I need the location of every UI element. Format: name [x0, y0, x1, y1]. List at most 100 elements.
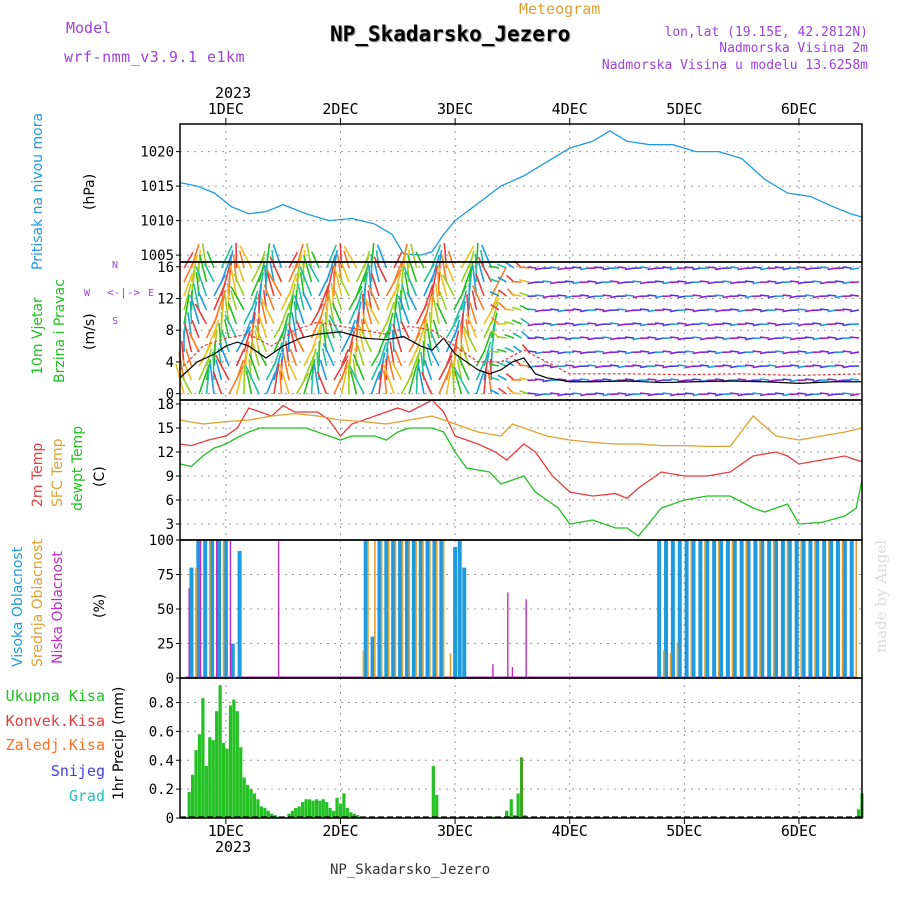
wind-barb	[188, 331, 200, 353]
wind-barb	[647, 294, 657, 297]
wind-barb	[684, 350, 695, 353]
cloud-high-bar	[691, 540, 696, 678]
wind-barb	[224, 314, 238, 339]
cloud-low-bar	[215, 540, 218, 678]
cloud-low-bar	[511, 666, 514, 678]
wind-barb	[707, 392, 717, 395]
precip-total-bar	[338, 803, 343, 818]
y-tick-label: 6	[166, 493, 174, 509]
wind-barb	[250, 322, 254, 353]
wind-barb	[393, 251, 403, 269]
wind-barb	[218, 342, 230, 367]
wind-barb	[361, 313, 373, 339]
cloud-high-bar	[767, 540, 772, 678]
cloud-high-bar	[780, 540, 785, 678]
precip-total-bar	[325, 802, 329, 818]
wind-barb	[594, 266, 605, 269]
cloud-mid-bar	[195, 567, 197, 678]
wind-barb	[201, 243, 208, 269]
wind-barb	[737, 378, 747, 381]
cloud-low-bar	[507, 592, 509, 678]
wind-barb	[819, 266, 830, 269]
wind-barb	[520, 330, 530, 339]
wind-barb	[183, 283, 192, 311]
cloud-high-bar	[801, 540, 806, 678]
wind-barb	[235, 349, 245, 367]
wind-barb	[692, 294, 702, 297]
wind-barb	[393, 262, 403, 283]
x-tick-label-top: 1DEC	[208, 100, 244, 118]
wind-barb	[527, 266, 537, 269]
y-tick-label: 16	[157, 260, 174, 276]
wind-barb	[767, 364, 777, 367]
wind-barb	[752, 392, 762, 395]
precip-total-bar	[356, 815, 360, 818]
cloud-mid-bar	[827, 540, 830, 678]
wind-barb	[707, 308, 717, 311]
wind-barb	[684, 308, 695, 311]
wind-barb	[513, 345, 522, 353]
wind-barb	[496, 348, 507, 353]
cloud-high-bar	[223, 540, 228, 678]
wind-barb	[632, 280, 642, 283]
wind-barb	[483, 331, 493, 353]
cloud-high-bar	[418, 540, 423, 678]
wind-barb	[391, 360, 403, 381]
precip-total-bar	[252, 793, 257, 818]
wind-barb	[737, 294, 747, 297]
model-altitude-text: Nadmorska Visina u modelu 13.6258m	[601, 58, 868, 73]
cloud-mid-bar	[745, 540, 748, 678]
x-tick-label-top: 6DEC	[781, 100, 817, 118]
wind-barb	[512, 332, 522, 339]
wind-barb	[759, 378, 770, 381]
wind-barb	[662, 350, 672, 353]
wind-barb	[258, 250, 266, 269]
wind-barb	[423, 284, 434, 311]
cloud-high-bar	[712, 540, 717, 678]
wind-barb	[511, 293, 522, 297]
wind-barb	[363, 282, 367, 311]
precip-total-bar	[509, 799, 513, 818]
cloud-high-bar	[732, 540, 737, 678]
wind-barb	[456, 354, 470, 381]
wind-barb	[184, 323, 193, 353]
wind-barb	[339, 242, 343, 269]
wind-barb	[385, 268, 403, 297]
wind-barb	[834, 322, 845, 325]
cloud-high-bar	[404, 540, 409, 678]
wind-barb	[477, 261, 485, 283]
wind-barb	[386, 352, 395, 381]
wind-barb	[677, 364, 687, 367]
wind-barb	[189, 294, 200, 325]
wind-barb	[442, 274, 455, 297]
wind-barb	[669, 378, 680, 381]
wind-barb	[406, 291, 418, 311]
wind-barb	[337, 274, 350, 297]
wind-barb	[319, 359, 328, 381]
wind-barb	[417, 363, 425, 395]
wind-barb	[759, 294, 770, 297]
wind-barb	[489, 265, 500, 269]
cloud-high-bar	[808, 540, 813, 678]
wind-barb	[729, 392, 740, 395]
wind-barb	[456, 359, 463, 381]
wind-barb	[804, 294, 815, 297]
cloud-mid-bar	[394, 540, 397, 678]
wind-barb	[594, 308, 605, 311]
wind-barb	[460, 266, 473, 297]
x-tick-label-bottom: 4DEC	[552, 822, 588, 840]
wind-barb	[289, 348, 298, 367]
y-tick-label: 1005	[140, 248, 174, 264]
wind-barb	[819, 350, 830, 353]
cloud-low-bar	[199, 540, 202, 678]
wind-barb	[215, 359, 223, 381]
cloud-mid-bar	[362, 650, 365, 678]
wind-barb	[819, 308, 830, 311]
x-tick-label-bottom: 1DEC	[208, 822, 244, 840]
cloud-high-bar	[698, 540, 703, 678]
wind-dir-s: S	[112, 316, 119, 327]
wind-barb	[466, 313, 478, 339]
wind-barb	[364, 297, 380, 325]
wind-barb	[542, 364, 552, 367]
wind-barb	[714, 336, 725, 339]
